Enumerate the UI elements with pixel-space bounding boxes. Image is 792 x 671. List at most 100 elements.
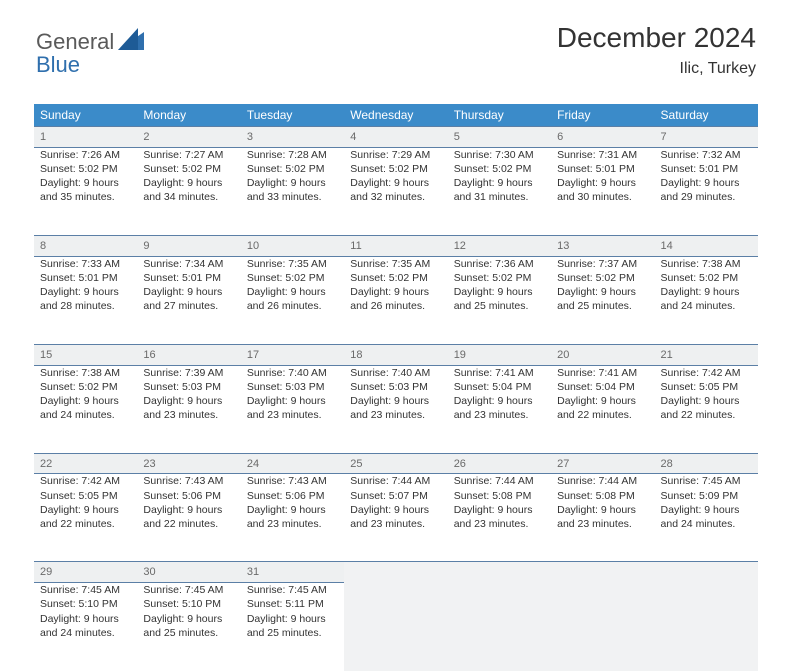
sunrise-line: Sunrise: 7:30 AM — [454, 148, 545, 162]
sunset-line: Sunset: 5:02 PM — [40, 162, 131, 176]
day-details: Sunrise: 7:32 AMSunset: 5:01 PMDaylight:… — [661, 148, 752, 205]
day-details: Sunrise: 7:38 AMSunset: 5:02 PMDaylight:… — [40, 366, 131, 423]
day-details: Sunrise: 7:35 AMSunset: 5:02 PMDaylight:… — [350, 257, 441, 314]
day-cell: Sunrise: 7:40 AMSunset: 5:03 PMDaylight:… — [241, 365, 344, 453]
sunset-line: Sunset: 5:04 PM — [454, 380, 545, 394]
sunrise-line: Sunrise: 7:31 AM — [557, 148, 648, 162]
day-details: Sunrise: 7:31 AMSunset: 5:01 PMDaylight:… — [557, 148, 648, 205]
daylight-line: Daylight: 9 hours and 25 minutes. — [454, 285, 545, 313]
daylight-line: Daylight: 9 hours and 35 minutes. — [40, 176, 131, 204]
sunrise-line: Sunrise: 7:43 AM — [143, 474, 234, 488]
sunrise-line: Sunrise: 7:45 AM — [143, 583, 234, 597]
sunset-line: Sunset: 5:01 PM — [40, 271, 131, 285]
day-number — [448, 562, 551, 583]
day-cell: Sunrise: 7:26 AMSunset: 5:02 PMDaylight:… — [34, 147, 137, 235]
sunrise-line: Sunrise: 7:33 AM — [40, 257, 131, 271]
day-number: 11 — [344, 235, 447, 256]
day-details: Sunrise: 7:40 AMSunset: 5:03 PMDaylight:… — [247, 366, 338, 423]
day-details: Sunrise: 7:44 AMSunset: 5:08 PMDaylight:… — [557, 474, 648, 531]
daylight-line: Daylight: 9 hours and 22 minutes. — [661, 394, 752, 422]
day-cell: Sunrise: 7:30 AMSunset: 5:02 PMDaylight:… — [448, 147, 551, 235]
day-cell: Sunrise: 7:38 AMSunset: 5:02 PMDaylight:… — [655, 256, 758, 344]
day-details: Sunrise: 7:27 AMSunset: 5:02 PMDaylight:… — [143, 148, 234, 205]
sunrise-line: Sunrise: 7:45 AM — [661, 474, 752, 488]
day-details: Sunrise: 7:39 AMSunset: 5:03 PMDaylight:… — [143, 366, 234, 423]
day-number: 14 — [655, 235, 758, 256]
sunset-line: Sunset: 5:01 PM — [143, 271, 234, 285]
day-number: 15 — [34, 344, 137, 365]
sunrise-line: Sunrise: 7:38 AM — [661, 257, 752, 271]
col-header: Saturday — [655, 104, 758, 127]
daylight-line: Daylight: 9 hours and 23 minutes. — [247, 394, 338, 422]
logo-sail-icon — [118, 28, 144, 56]
day-details: Sunrise: 7:44 AMSunset: 5:07 PMDaylight:… — [350, 474, 441, 531]
sunset-line: Sunset: 5:03 PM — [143, 380, 234, 394]
daylight-line: Daylight: 9 hours and 23 minutes. — [557, 503, 648, 531]
day-cell: Sunrise: 7:28 AMSunset: 5:02 PMDaylight:… — [241, 147, 344, 235]
sunset-line: Sunset: 5:06 PM — [247, 489, 338, 503]
day-details: Sunrise: 7:42 AMSunset: 5:05 PMDaylight:… — [40, 474, 131, 531]
sunrise-line: Sunrise: 7:45 AM — [40, 583, 131, 597]
day-cell: Sunrise: 7:41 AMSunset: 5:04 PMDaylight:… — [551, 365, 654, 453]
day-cell: Sunrise: 7:34 AMSunset: 5:01 PMDaylight:… — [137, 256, 240, 344]
day-cell: Sunrise: 7:45 AMSunset: 5:09 PMDaylight:… — [655, 474, 758, 562]
day-cell: Sunrise: 7:44 AMSunset: 5:07 PMDaylight:… — [344, 474, 447, 562]
daylight-line: Daylight: 9 hours and 31 minutes. — [454, 176, 545, 204]
col-header: Wednesday — [344, 104, 447, 127]
sunrise-line: Sunrise: 7:41 AM — [454, 366, 545, 380]
daylight-line: Daylight: 9 hours and 29 minutes. — [661, 176, 752, 204]
day-number: 18 — [344, 344, 447, 365]
daylight-line: Daylight: 9 hours and 23 minutes. — [350, 394, 441, 422]
day-number: 30 — [137, 562, 240, 583]
day-details: Sunrise: 7:30 AMSunset: 5:02 PMDaylight:… — [454, 148, 545, 205]
daylight-line: Daylight: 9 hours and 32 minutes. — [350, 176, 441, 204]
day-number — [344, 562, 447, 583]
header: December 2024 Ilic, Turkey — [557, 22, 756, 78]
day-number: 21 — [655, 344, 758, 365]
day-number: 9 — [137, 235, 240, 256]
day-number: 27 — [551, 453, 654, 474]
day-number: 26 — [448, 453, 551, 474]
day-cell: Sunrise: 7:29 AMSunset: 5:02 PMDaylight:… — [344, 147, 447, 235]
day-cell: Sunrise: 7:39 AMSunset: 5:03 PMDaylight:… — [137, 365, 240, 453]
day-cell: Sunrise: 7:44 AMSunset: 5:08 PMDaylight:… — [448, 474, 551, 562]
sunrise-line: Sunrise: 7:35 AM — [247, 257, 338, 271]
day-details: Sunrise: 7:38 AMSunset: 5:02 PMDaylight:… — [661, 257, 752, 314]
day-number: 20 — [551, 344, 654, 365]
day-details: Sunrise: 7:40 AMSunset: 5:03 PMDaylight:… — [350, 366, 441, 423]
week-row: Sunrise: 7:33 AMSunset: 5:01 PMDaylight:… — [34, 256, 758, 344]
sunset-line: Sunset: 5:08 PM — [557, 489, 648, 503]
daylight-line: Daylight: 9 hours and 22 minutes. — [40, 503, 131, 531]
daylight-line: Daylight: 9 hours and 25 minutes. — [143, 612, 234, 640]
sunset-line: Sunset: 5:02 PM — [247, 162, 338, 176]
sunset-line: Sunset: 5:02 PM — [557, 271, 648, 285]
sunrise-line: Sunrise: 7:44 AM — [350, 474, 441, 488]
day-details: Sunrise: 7:44 AMSunset: 5:08 PMDaylight:… — [454, 474, 545, 531]
daylight-line: Daylight: 9 hours and 33 minutes. — [247, 176, 338, 204]
day-number: 6 — [551, 127, 654, 148]
week-row: Sunrise: 7:38 AMSunset: 5:02 PMDaylight:… — [34, 365, 758, 453]
day-cell: Sunrise: 7:31 AMSunset: 5:01 PMDaylight:… — [551, 147, 654, 235]
sunrise-line: Sunrise: 7:40 AM — [247, 366, 338, 380]
sunset-line: Sunset: 5:02 PM — [350, 271, 441, 285]
day-details: Sunrise: 7:35 AMSunset: 5:02 PMDaylight:… — [247, 257, 338, 314]
daylight-line: Daylight: 9 hours and 22 minutes. — [557, 394, 648, 422]
sunrise-line: Sunrise: 7:34 AM — [143, 257, 234, 271]
sunrise-line: Sunrise: 7:36 AM — [454, 257, 545, 271]
day-cell: Sunrise: 7:38 AMSunset: 5:02 PMDaylight:… — [34, 365, 137, 453]
day-number: 17 — [241, 344, 344, 365]
daylight-line: Daylight: 9 hours and 24 minutes. — [661, 503, 752, 531]
sunrise-line: Sunrise: 7:43 AM — [247, 474, 338, 488]
day-cell: Sunrise: 7:27 AMSunset: 5:02 PMDaylight:… — [137, 147, 240, 235]
sunrise-line: Sunrise: 7:27 AM — [143, 148, 234, 162]
day-details: Sunrise: 7:36 AMSunset: 5:02 PMDaylight:… — [454, 257, 545, 314]
day-cell: Sunrise: 7:32 AMSunset: 5:01 PMDaylight:… — [655, 147, 758, 235]
daylight-line: Daylight: 9 hours and 26 minutes. — [247, 285, 338, 313]
day-number: 24 — [241, 453, 344, 474]
sunset-line: Sunset: 5:10 PM — [143, 597, 234, 611]
day-number: 25 — [344, 453, 447, 474]
day-cell: Sunrise: 7:42 AMSunset: 5:05 PMDaylight:… — [655, 365, 758, 453]
sunrise-line: Sunrise: 7:40 AM — [350, 366, 441, 380]
sunset-line: Sunset: 5:02 PM — [661, 271, 752, 285]
sunset-line: Sunset: 5:01 PM — [661, 162, 752, 176]
